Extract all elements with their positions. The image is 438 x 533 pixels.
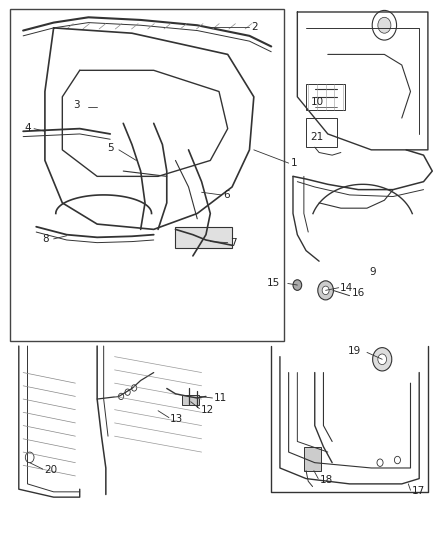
- Circle shape: [25, 452, 34, 463]
- Text: 10: 10: [311, 97, 324, 107]
- Text: 21: 21: [311, 132, 324, 142]
- Text: 1: 1: [291, 158, 297, 168]
- Bar: [304, 447, 321, 471]
- Circle shape: [318, 281, 333, 300]
- Circle shape: [322, 286, 329, 295]
- Text: 18: 18: [320, 475, 333, 485]
- Circle shape: [373, 348, 392, 371]
- Bar: [182, 395, 199, 406]
- Text: 7: 7: [230, 238, 237, 248]
- Circle shape: [131, 385, 137, 391]
- Text: 4: 4: [25, 123, 31, 133]
- Text: 2: 2: [252, 22, 258, 32]
- Circle shape: [394, 456, 400, 464]
- Text: 9: 9: [369, 267, 376, 277]
- Bar: [306, 118, 336, 147]
- Text: 17: 17: [412, 486, 425, 496]
- Text: 5: 5: [107, 143, 114, 153]
- Text: 3: 3: [73, 100, 80, 110]
- Text: 12: 12: [201, 405, 214, 415]
- Text: 19: 19: [348, 346, 361, 357]
- Circle shape: [378, 354, 387, 365]
- Circle shape: [118, 393, 124, 400]
- Bar: [176, 227, 232, 248]
- Text: 13: 13: [170, 414, 184, 424]
- Circle shape: [293, 280, 302, 290]
- Bar: [10, 10, 284, 341]
- Text: 6: 6: [223, 190, 230, 200]
- Circle shape: [378, 17, 391, 33]
- Text: 20: 20: [44, 465, 57, 475]
- Circle shape: [125, 389, 130, 395]
- Text: 8: 8: [42, 234, 49, 244]
- Circle shape: [377, 459, 383, 466]
- Text: 11: 11: [214, 393, 227, 403]
- Text: 16: 16: [352, 288, 365, 298]
- Text: 14: 14: [340, 282, 353, 293]
- Bar: [306, 84, 345, 110]
- Text: 15: 15: [267, 278, 280, 288]
